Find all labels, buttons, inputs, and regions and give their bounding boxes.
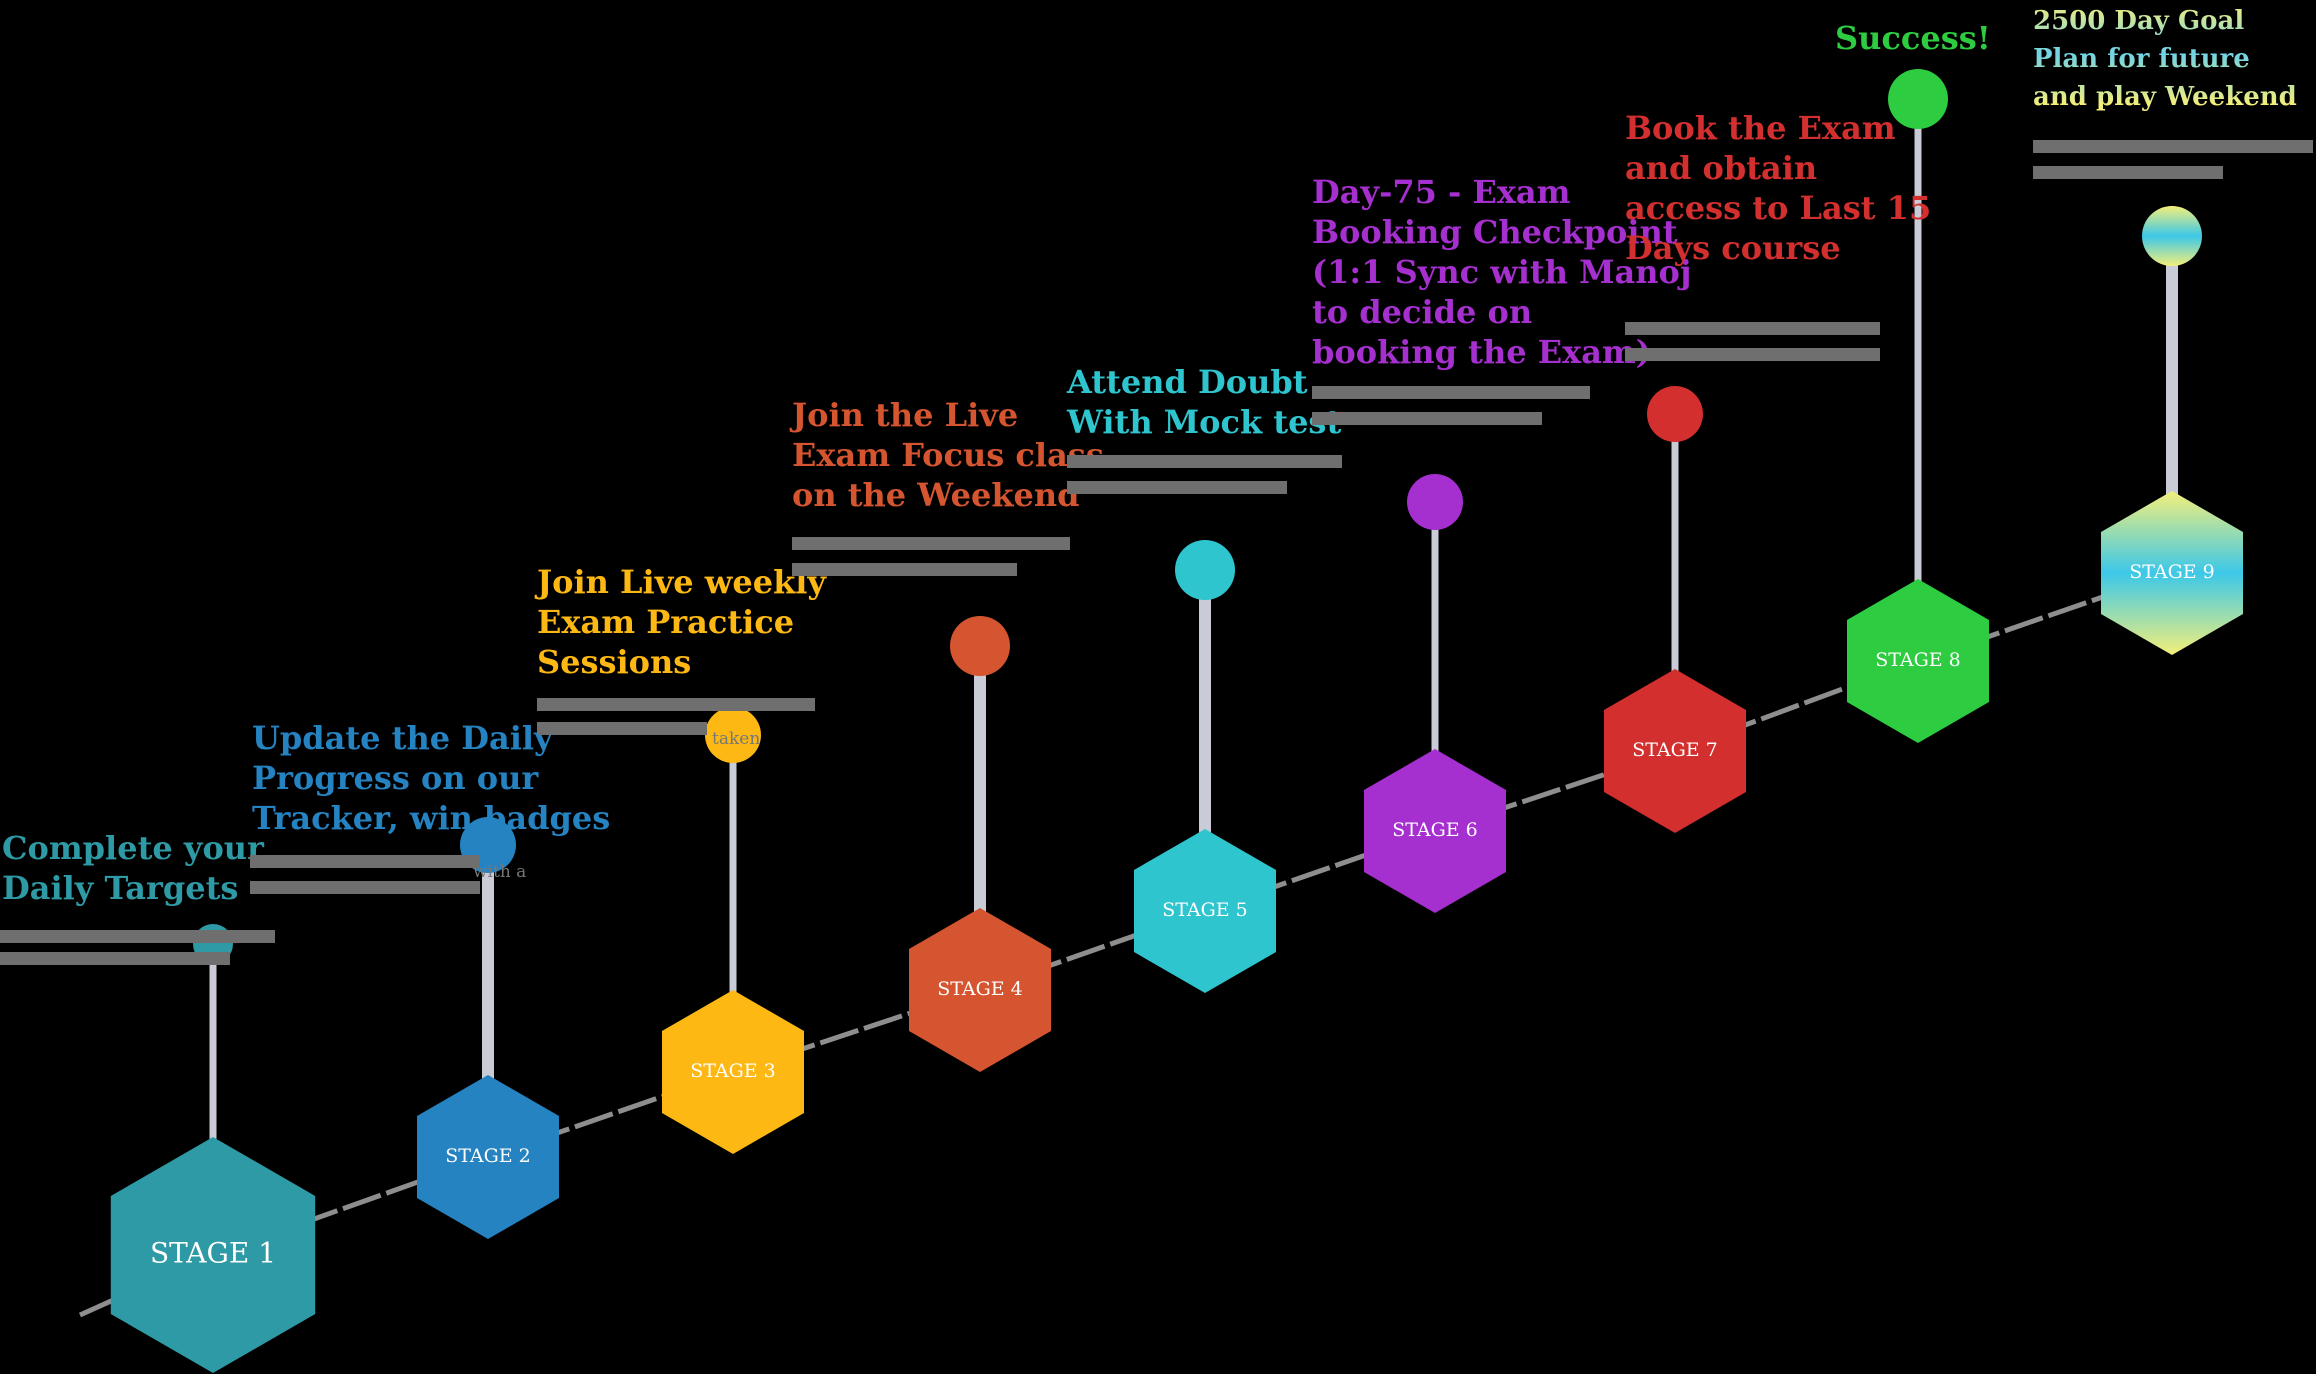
stage-hexagon — [110, 1137, 316, 1373]
stage-heading: Day-75 - Exam Booking Checkpoint (1:1 Sy… — [1312, 173, 1692, 371]
stage-label: STAGE 2 — [445, 1145, 531, 1167]
stage-description-block — [250, 855, 480, 868]
stage-hexagon — [909, 908, 1051, 1072]
stage-heading: 2500 Day Goal Plan for future and play W… — [2033, 2, 2297, 116]
stage-label: STAGE 4 — [937, 978, 1023, 1000]
stage-hexagon — [2101, 491, 2243, 655]
stage-description-block — [1067, 455, 1342, 468]
stage-description-block — [2033, 166, 2223, 179]
stage-description-block — [537, 722, 707, 735]
stage-description-block — [792, 563, 1017, 576]
stage-marker-dot — [1647, 386, 1703, 442]
stage-description-block — [0, 952, 230, 965]
stage-label: STAGE 3 — [690, 1060, 776, 1082]
stage-label: STAGE 1 — [150, 1237, 276, 1270]
stage-marker-dot — [1407, 474, 1463, 530]
stage-marker-dot — [2142, 206, 2202, 266]
stage-description-block — [1625, 322, 1880, 335]
stage-note: with a — [473, 862, 527, 882]
stage-description-block — [250, 881, 480, 894]
stage-label: STAGE 5 — [1162, 899, 1248, 921]
stage-heading: Success! — [1835, 19, 1991, 57]
stage-heading: Book the Exam and obtain access to Last … — [1625, 109, 1932, 267]
stage-label: STAGE 6 — [1392, 819, 1478, 841]
stage-description-block — [1067, 481, 1287, 494]
stage-label: STAGE 8 — [1875, 649, 1961, 671]
stage-heading: Update the Daily Progress on our Tracker… — [252, 719, 611, 837]
stage-heading: Join the Live Exam Focus class on the We… — [792, 396, 1104, 514]
stage-hexagon — [662, 990, 804, 1154]
stage-hexagon — [417, 1075, 559, 1239]
stage-heading: Attend Doubt With Mock test — [1067, 363, 1342, 441]
stage-hexagon — [1847, 579, 1989, 743]
stage-hexagon — [1134, 829, 1276, 993]
stage-description-block — [537, 698, 815, 711]
stage-marker-dot — [705, 707, 761, 763]
stage-marker-dot — [1175, 540, 1235, 600]
stage-description-block — [1312, 386, 1590, 399]
stage-label: STAGE 9 — [2129, 561, 2215, 583]
stage-heading: Complete your Daily Targets — [2, 829, 264, 907]
stage-note: taken — [712, 729, 761, 749]
stage-description-block — [2033, 140, 2313, 153]
stage-description-block — [1625, 348, 1880, 361]
stage-description-block — [0, 930, 275, 943]
stage-heading: Join Live weekly Exam Practice Sessions — [537, 563, 826, 681]
stage-label: STAGE 7 — [1632, 739, 1718, 761]
stage-marker-dot — [950, 616, 1010, 676]
stage-hexagon — [1604, 669, 1746, 833]
stage-description-block — [1312, 412, 1542, 425]
stage-description-block — [792, 537, 1070, 550]
stage-marker-dot — [1888, 69, 1948, 129]
stage-hexagon — [1364, 749, 1506, 913]
